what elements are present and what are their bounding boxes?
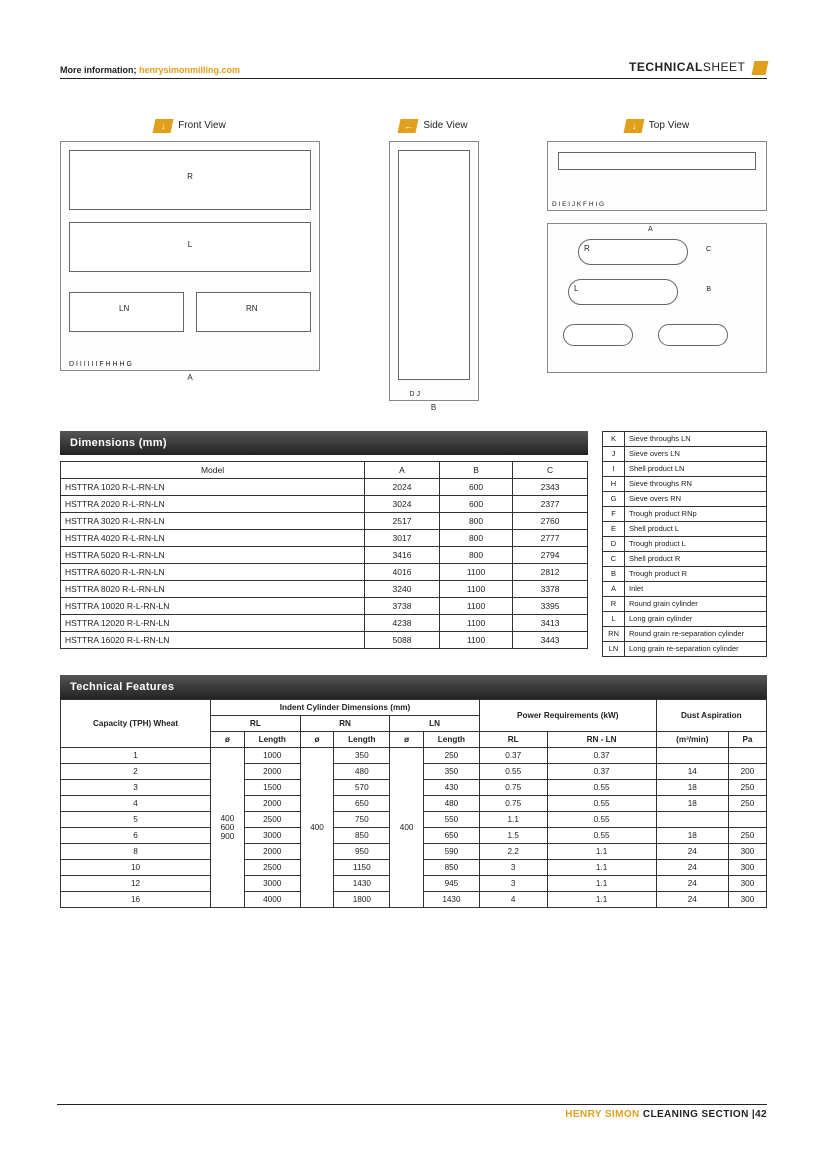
front-view-diagram: R L LN RN D I I I I I I F H H H G A bbox=[60, 141, 320, 371]
front-view-label: Front View bbox=[178, 120, 226, 131]
th-len1: Length bbox=[244, 731, 300, 747]
th-pa: Pa bbox=[728, 731, 766, 747]
arrow-icon bbox=[752, 61, 769, 75]
front-view-col: ↓ Front View R L LN RN D I I I I I I F H… bbox=[60, 119, 320, 401]
legend-row: EShell product L bbox=[603, 521, 767, 536]
more-info: More information; henrysimonmilling.com bbox=[60, 65, 240, 75]
table-row: HSTTRA 5020 R-L-RN-LN34168002794 bbox=[61, 546, 588, 563]
dimensions-table: ModelABC HSTTRA 1020 R-L-RN-LN2024600234… bbox=[60, 461, 588, 649]
th-dust: Dust Aspiration bbox=[656, 699, 766, 731]
front-badge: ↓ bbox=[153, 119, 174, 133]
more-info-link[interactable]: henrysimonmilling.com bbox=[139, 65, 240, 75]
legend-row: KSieve throughs LN bbox=[603, 431, 767, 446]
legend-row: LNLong grain re-separation cylinder bbox=[603, 641, 767, 656]
table-row: HSTTRA 3020 R-L-RN-LN25178002760 bbox=[61, 512, 588, 529]
footer-brand: HENRY SIMON bbox=[565, 1109, 639, 1120]
views-row: ↓ Front View R L LN RN D I I I I I I F H… bbox=[60, 119, 767, 401]
th-power: Power Requirements (kW) bbox=[479, 699, 656, 731]
th-prnln: RN - LN bbox=[547, 731, 656, 747]
side-view-label: Side View bbox=[423, 120, 467, 131]
legend-row: CShell product R bbox=[603, 551, 767, 566]
legend-row: DTrough product L bbox=[603, 536, 767, 551]
top-bar: More information; henrysimonmilling.com … bbox=[60, 60, 767, 79]
th-ln: LN bbox=[390, 715, 480, 731]
dimensions-col: C bbox=[513, 461, 588, 478]
th-indent: Indent Cylinder Dimensions (mm) bbox=[211, 699, 480, 715]
legend-row: LLong grain cylinder bbox=[603, 611, 767, 626]
table-row: 1400 600 90010004003504002500.370.37 bbox=[61, 747, 767, 763]
table-row: HSTTRA 12020 R-L-RN-LN423811003413 bbox=[61, 614, 588, 631]
top-view-diagram: D I E I J K F H I G bbox=[547, 141, 767, 211]
dimensions-block: Dimensions (mm) ModelABC HSTTRA 1020 R-L… bbox=[60, 431, 588, 657]
dimensions-col: A bbox=[365, 461, 440, 478]
technical-title: Technical Features bbox=[60, 675, 767, 699]
th-len3: Length bbox=[423, 731, 479, 747]
dimensions-title: Dimensions (mm) bbox=[60, 431, 588, 455]
th-capacity: Capacity (TPH) Wheat bbox=[61, 699, 211, 747]
th-rn: RN bbox=[300, 715, 390, 731]
side-view-col: ← Side View D J B bbox=[389, 119, 479, 401]
th-dia2: ø bbox=[300, 731, 334, 747]
legend-row: AInlet bbox=[603, 581, 767, 596]
table-row: HSTTRA 2020 R-L-RN-LN30246002377 bbox=[61, 495, 588, 512]
dimensions-col: B bbox=[439, 461, 512, 478]
technical-table: Capacity (TPH) Wheat Indent Cylinder Dim… bbox=[60, 699, 767, 908]
flow-diagram: R L C B A bbox=[547, 223, 767, 373]
legend-row: HSieve throughs RN bbox=[603, 476, 767, 491]
table-row: HSTTRA 8020 R-L-RN-LN324011003378 bbox=[61, 580, 588, 597]
th-len2: Length bbox=[334, 731, 390, 747]
table-row: HSTTRA 4020 R-L-RN-LN30178002777 bbox=[61, 529, 588, 546]
technical-sheet-title: TECHNICALSHEET bbox=[629, 60, 767, 75]
th-rl: RL bbox=[211, 715, 301, 731]
table-row: HSTTRA 6020 R-L-RN-LN401611002812 bbox=[61, 563, 588, 580]
legend-table: KSieve throughs LNJSieve overs LNIShell … bbox=[602, 431, 767, 657]
th-prl: RL bbox=[479, 731, 547, 747]
side-badge: ← bbox=[398, 119, 419, 133]
legend-block: KSieve throughs LNJSieve overs LNIShell … bbox=[602, 431, 767, 657]
th-dia1: ø bbox=[211, 731, 245, 747]
top-view-col: ↓ Top View D I E I J K F H I G R L C B A bbox=[547, 119, 767, 401]
legend-row: RNRound grain re-separation cylinder bbox=[603, 626, 767, 641]
tech-bold: TECHNICAL bbox=[629, 60, 703, 74]
technical-features-block: Technical Features Capacity (TPH) Wheat … bbox=[60, 675, 767, 908]
footer: HENRY SIMON CLEANING SECTION |42 bbox=[57, 1104, 767, 1120]
top-view-label: Top View bbox=[649, 120, 689, 131]
footer-rest: CLEANING SECTION |42 bbox=[640, 1109, 767, 1120]
legend-row: FTrough product RNp bbox=[603, 506, 767, 521]
top-badge: ↓ bbox=[623, 119, 644, 133]
dimensions-col: Model bbox=[61, 461, 365, 478]
side-view-diagram: D J B bbox=[389, 141, 479, 401]
table-row: HSTTRA 16020 R-L-RN-LN508811003443 bbox=[61, 631, 588, 648]
table-row: HSTTRA 1020 R-L-RN-LN20246002343 bbox=[61, 478, 588, 495]
legend-row: IShell product LN bbox=[603, 461, 767, 476]
table-row: HSTTRA 10020 R-L-RN-LN373811003395 bbox=[61, 597, 588, 614]
th-m3: (m³/min) bbox=[656, 731, 728, 747]
legend-row: JSieve overs LN bbox=[603, 446, 767, 461]
legend-row: GSieve overs RN bbox=[603, 491, 767, 506]
more-info-label: More information; bbox=[60, 65, 137, 75]
legend-row: RRound grain cylinder bbox=[603, 596, 767, 611]
tech-light: SHEET bbox=[703, 60, 745, 74]
legend-row: BTrough product R bbox=[603, 566, 767, 581]
th-dia3: ø bbox=[390, 731, 424, 747]
